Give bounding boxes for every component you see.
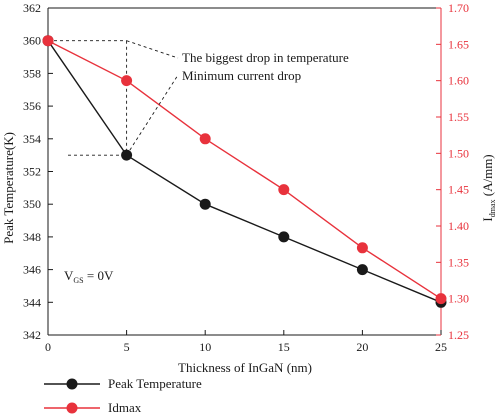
y-axis-right-label: Idmax (A/mm) [480, 154, 497, 221]
y-right-tick-label: 1.45 [448, 183, 469, 197]
data-point-peak-temperature [121, 149, 133, 161]
y-left-tick-label: 344 [23, 295, 41, 309]
data-point-idmax [435, 293, 447, 305]
legend: Peak Temperature Idmax [44, 376, 202, 415]
y-right-tick-label: 1.60 [448, 74, 469, 88]
y-right-tick-label: 1.70 [448, 1, 469, 15]
y-right-tick-label: 1.35 [448, 255, 469, 269]
vgs-label: VGS = 0V [64, 268, 114, 285]
legend-marker-idmax [66, 402, 78, 414]
x-axis-label: Thickness of InGaN (nm) [178, 360, 312, 375]
data-point-idmax [121, 75, 133, 87]
data-point-peak-temperature [278, 231, 290, 243]
y-left-tick-label: 346 [23, 263, 41, 277]
x-tick-label: 0 [45, 340, 51, 354]
data-point-idmax [42, 35, 54, 47]
y-left-tick-label: 354 [23, 132, 41, 146]
y-right-tick-label: 1.30 [448, 292, 469, 306]
data-point-idmax [278, 184, 290, 196]
data-point-peak-temperature [356, 264, 368, 276]
x-tick-label: 25 [435, 340, 447, 354]
y-left-tick-label: 352 [23, 165, 41, 179]
x-tick-label: 10 [199, 340, 211, 354]
legend-marker-peak-temperature [66, 378, 78, 390]
y-left-tick-label: 350 [23, 197, 41, 211]
y-axis-right-label-main: I [480, 217, 495, 221]
y-left-tick-label: 356 [23, 99, 41, 113]
y-right-tick-label: 1.50 [448, 146, 469, 160]
x-tick-label: 20 [356, 340, 368, 354]
y-right-tick-label: 1.40 [448, 219, 469, 233]
data-point-peak-temperature [199, 198, 211, 210]
vgs-label-main: V [64, 268, 74, 283]
annotation-biggest-drop: The biggest drop in temperature [182, 50, 349, 65]
series-line-idmax [47, 40, 442, 300]
series-lines [47, 40, 442, 303]
annotation-min-current-drop: Minimum current drop [182, 68, 301, 83]
legend-label-idmax: Idmax [108, 400, 142, 415]
axes-group: 0 5 10 15 20 25 342 344 346 348 350 352 354 356 358 360… [23, 1, 469, 354]
vgs-label-sub: GS [73, 276, 83, 285]
x-tick-label: 15 [278, 340, 290, 354]
leader-line-upper [126, 40, 179, 59]
annotation-guides [48, 40, 179, 156]
vgs-label-rest: = 0V [84, 268, 114, 283]
x-tick-label: 5 [124, 340, 130, 354]
data-point-idmax [199, 133, 211, 145]
y-left-tick-label: 358 [23, 66, 41, 80]
y-left-tick-label: 348 [23, 230, 41, 244]
y-right-tick-label: 1.25 [448, 328, 469, 342]
y-left-tick-label: 362 [23, 1, 41, 15]
series-points [42, 35, 447, 308]
y-left-tick-label: 360 [23, 34, 41, 48]
legend-label-peak-temperature: Peak Temperature [108, 376, 202, 391]
data-point-idmax [356, 242, 368, 254]
y-right-tick-label: 1.55 [448, 110, 469, 124]
series-line-peak-temperature [47, 40, 442, 303]
y-axis-right-label-sub: dmax [488, 200, 497, 218]
y-left-tick-label: 342 [23, 328, 41, 342]
y-axis-right-label-unit: (A/mm) [480, 154, 495, 199]
y-right-tick-label: 1.65 [448, 37, 469, 51]
leader-line-lower [126, 74, 179, 156]
y-axis-left-label: Peak Temperature(K) [1, 132, 16, 244]
